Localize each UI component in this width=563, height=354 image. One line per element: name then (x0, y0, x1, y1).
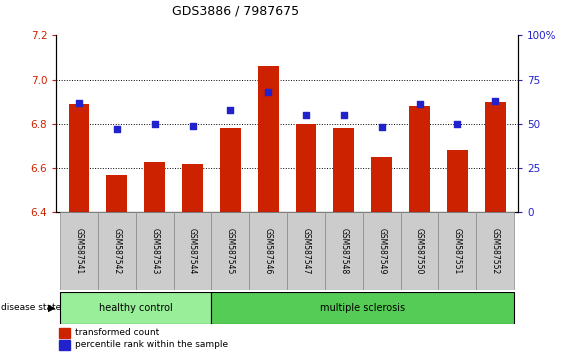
Bar (372, 157, 392, 212)
Bar (144, 161, 165, 212)
Bar (409, 106, 430, 212)
Point (226, 107, 235, 113)
Text: healthy control: healthy control (99, 303, 173, 313)
Point (150, 121, 159, 127)
Bar (287, 212, 325, 290)
Bar (173, 212, 212, 290)
Bar (439, 212, 476, 290)
Bar (60, 212, 98, 290)
Point (415, 102, 424, 107)
Bar (401, 212, 439, 290)
Point (113, 126, 122, 132)
Point (491, 98, 500, 104)
Bar (59, 329, 70, 338)
Text: disease state: disease state (1, 303, 61, 313)
Text: GSM587548: GSM587548 (339, 228, 348, 274)
Point (377, 125, 386, 130)
Text: GSM587551: GSM587551 (453, 228, 462, 274)
Text: GSM587546: GSM587546 (263, 228, 272, 275)
Bar (212, 212, 249, 290)
Bar (69, 104, 90, 212)
Bar (296, 124, 316, 212)
Bar (136, 212, 173, 290)
Text: GDS3886 / 7987675: GDS3886 / 7987675 (172, 5, 299, 18)
Point (188, 123, 197, 129)
Bar (258, 67, 279, 212)
Text: GSM587543: GSM587543 (150, 228, 159, 275)
Text: GSM587545: GSM587545 (226, 228, 235, 275)
Bar (182, 164, 203, 212)
Text: transformed count: transformed count (75, 329, 159, 337)
Text: GSM587547: GSM587547 (302, 228, 311, 275)
Bar (363, 212, 401, 290)
Text: GSM587549: GSM587549 (377, 228, 386, 275)
Bar (447, 150, 468, 212)
Text: percentile rank within the sample: percentile rank within the sample (75, 341, 228, 349)
Point (263, 89, 272, 95)
Bar (325, 212, 363, 290)
Text: ▶: ▶ (48, 303, 55, 313)
Point (74, 100, 83, 105)
Bar (249, 212, 287, 290)
Text: GSM587552: GSM587552 (491, 228, 500, 274)
Text: GSM587544: GSM587544 (188, 228, 197, 275)
Text: GSM587542: GSM587542 (113, 228, 122, 274)
Point (302, 112, 311, 118)
Bar (59, 340, 70, 350)
Text: GSM587550: GSM587550 (415, 228, 424, 275)
Bar (98, 212, 136, 290)
Text: multiple sclerosis: multiple sclerosis (320, 303, 405, 313)
Text: GSM587541: GSM587541 (74, 228, 83, 274)
Bar (212, 292, 514, 324)
Point (453, 121, 462, 127)
Point (339, 112, 348, 118)
Bar (220, 128, 241, 212)
Bar (106, 175, 127, 212)
Bar (333, 128, 354, 212)
Bar (60, 292, 212, 324)
Bar (476, 212, 514, 290)
Bar (485, 102, 506, 212)
